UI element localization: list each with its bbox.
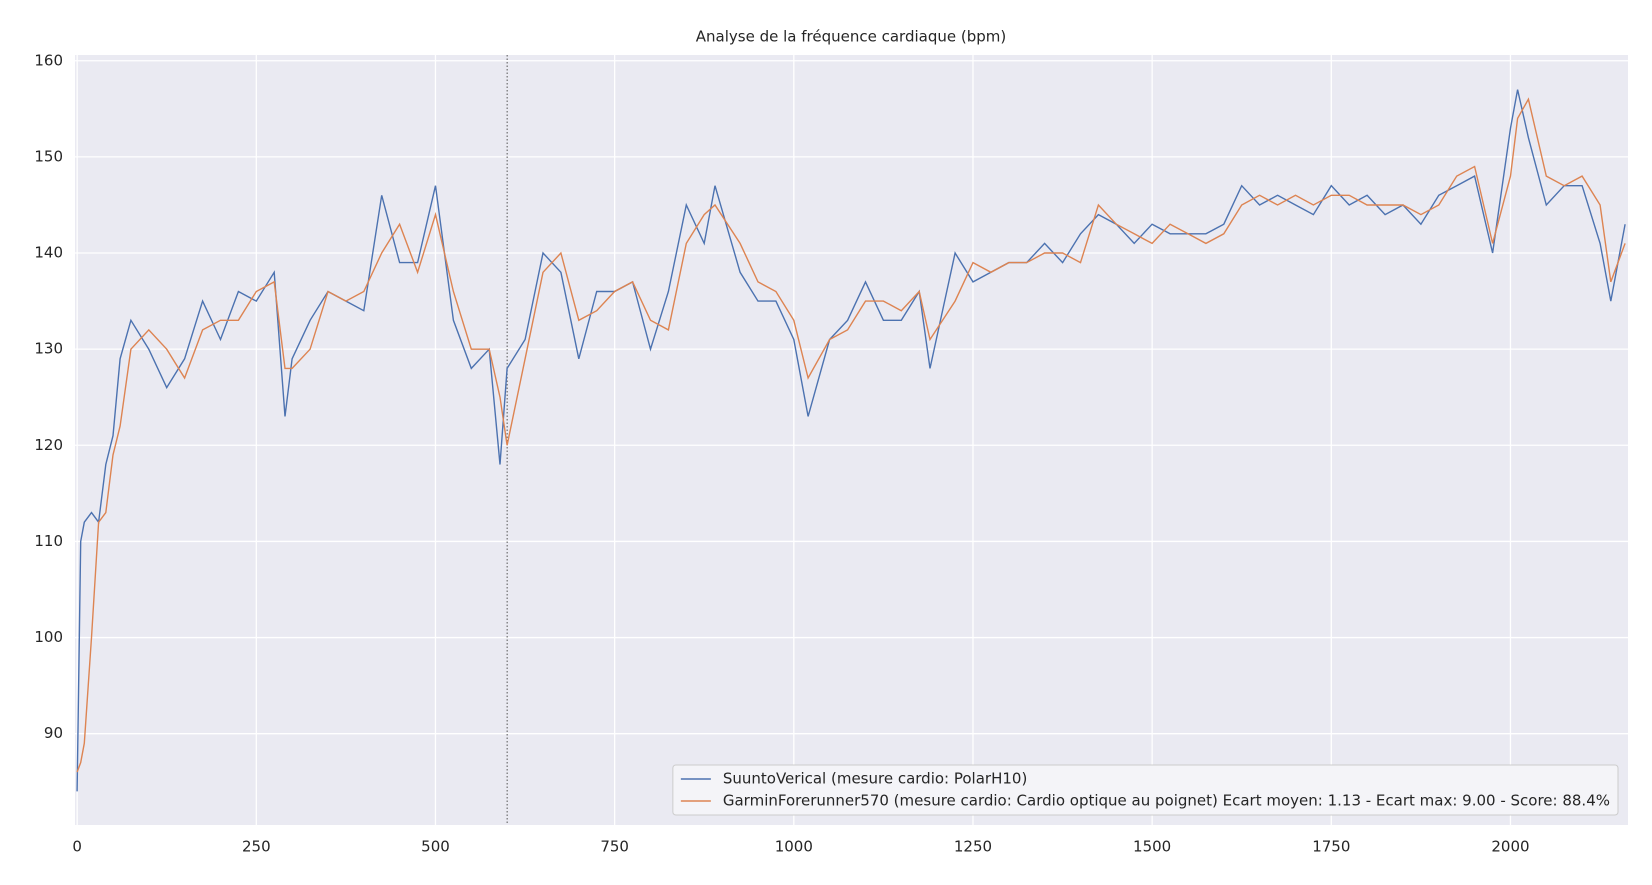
x-tick-label: 500 [421, 838, 450, 856]
x-tick-label: 0 [72, 838, 82, 856]
series-line [76, 97, 1626, 773]
x-tick-label: 1000 [775, 838, 813, 856]
y-tick-label: 100 [34, 628, 63, 646]
chart-title: Analyse de la fréquence cardiaque (bpm) [696, 28, 1006, 46]
legend-label: SuuntoVerical (mesure cardio: PolarH10) [723, 770, 1027, 788]
legend-label: GarminForerunner570 (mesure cardio: Card… [723, 792, 1610, 810]
x-tick-label: 1750 [1312, 838, 1350, 856]
x-tick-label: 750 [600, 838, 629, 856]
x-tick-label: 250 [242, 838, 271, 856]
x-tick-label: 1250 [954, 838, 992, 856]
x-tick-label: 2000 [1491, 838, 1529, 856]
y-tick-label: 150 [34, 147, 63, 165]
y-tick-label: 120 [34, 436, 63, 454]
series-line [76, 89, 1626, 792]
y-tick-label: 110 [34, 532, 63, 550]
x-tick-label: 1500 [1133, 838, 1171, 856]
y-tick-label: 90 [44, 724, 63, 742]
plot-area [75, 55, 1628, 825]
legend-box [672, 764, 1619, 816]
y-tick-label: 160 [34, 51, 63, 69]
y-tick-label: 140 [34, 244, 63, 262]
y-tick-label: 130 [34, 340, 63, 358]
legend: SuuntoVerical (mesure cardio: PolarH10) G… [672, 764, 1619, 816]
